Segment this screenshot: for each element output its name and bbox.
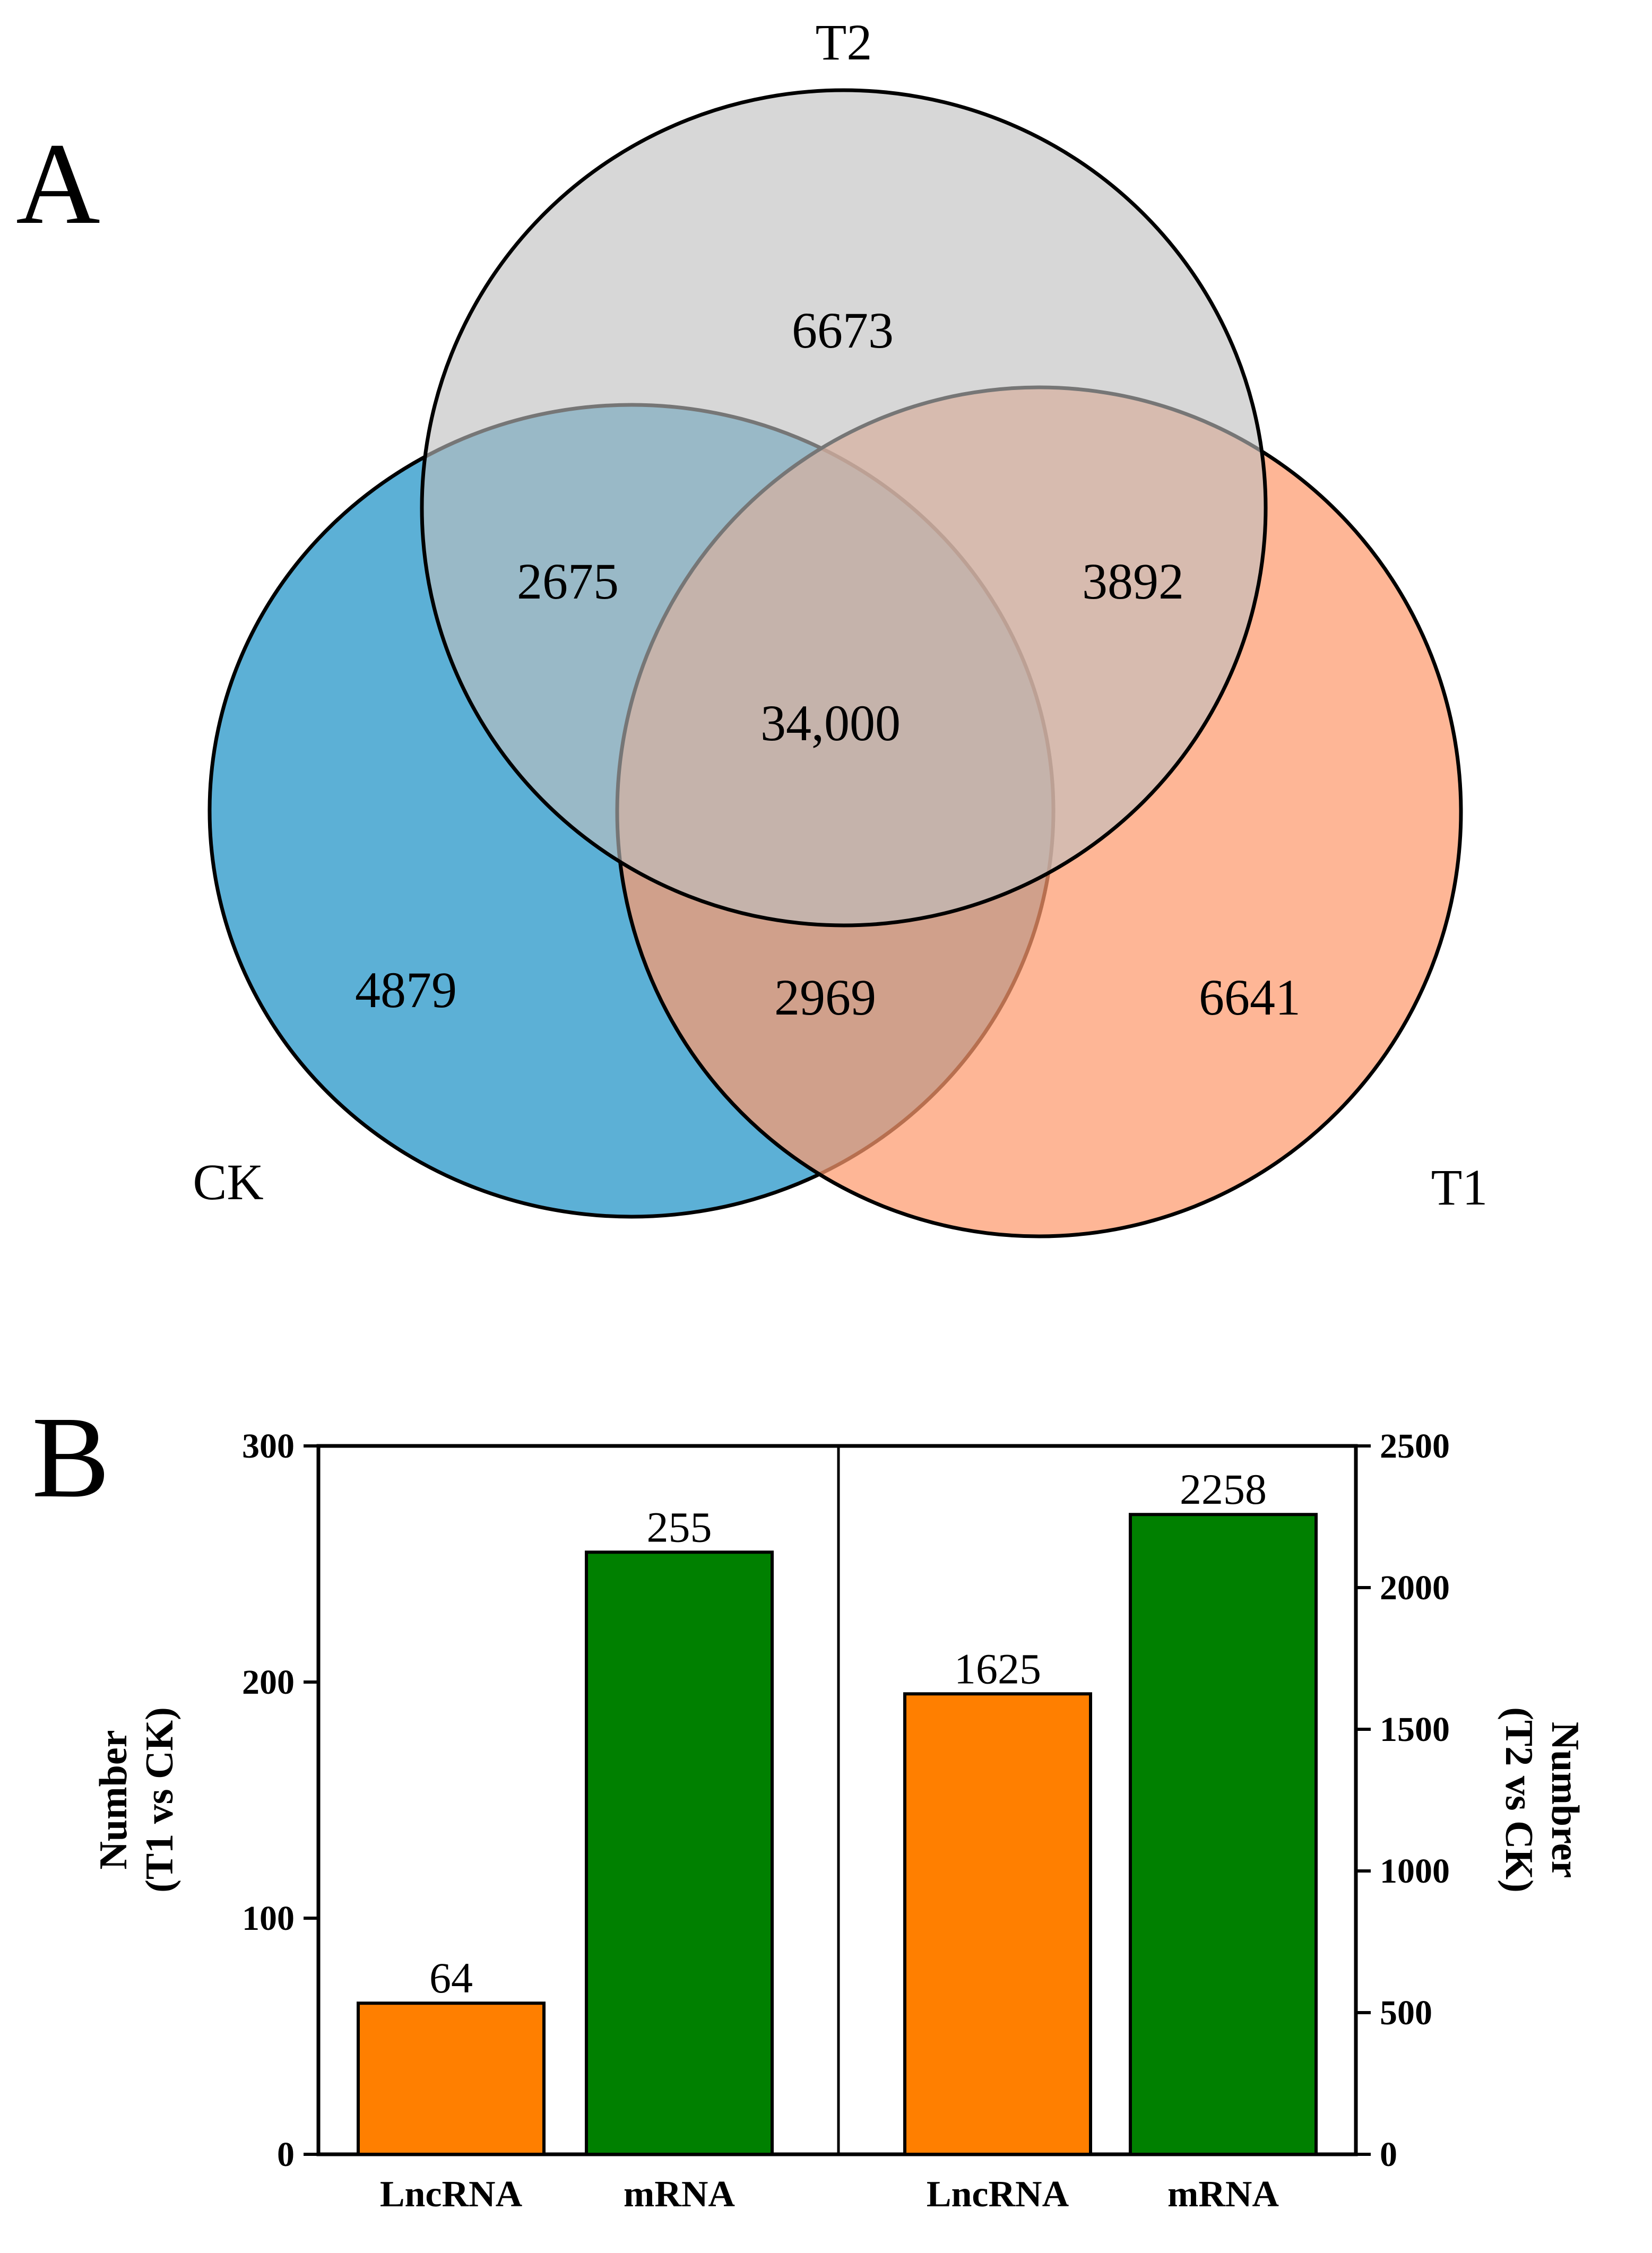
right-y-label-line1: Numbrer [1543, 1722, 1587, 1878]
data-label-lncrna-t1: 64 [429, 1954, 473, 2002]
bar-mrna-t2 [1129, 1513, 1318, 2156]
right-tick-label: 500 [1380, 1994, 1432, 2032]
right-tick-label: 2000 [1380, 1569, 1450, 1607]
bar-lncrna-t1 [357, 2001, 546, 2156]
category-label-mrna-t2: mRNA [1167, 2174, 1279, 2215]
left-tick-label: 100 [242, 1899, 295, 1938]
venn-region-ck-t2: 2675 [517, 553, 619, 610]
venn-region-t1-only: 6641 [1199, 969, 1301, 1026]
bars-layer: 64 LncRNA 255 mRNA 1625 LncRNA 2258 mRNA [357, 1465, 1318, 2215]
right-y-axis: 0 500 1000 1500 2000 2500 [1356, 1427, 1450, 2174]
venn-region-all: 34,000 [760, 695, 901, 751]
panel-b-letter: B [32, 1392, 110, 1522]
bar-mrna-t1 [585, 1550, 774, 2156]
right-tick-label: 1500 [1380, 1710, 1450, 1749]
left-tick-label: 200 [242, 1663, 295, 1702]
data-label-mrna-t1: 255 [647, 1503, 712, 1551]
left-y-axis: 0 100 200 300 [242, 1427, 318, 2174]
right-tick-label: 1000 [1380, 1852, 1450, 1891]
right-tick-label: 2500 [1380, 1427, 1450, 1466]
left-tick-label: 300 [242, 1427, 295, 1466]
panel-a-letter: A [16, 119, 100, 248]
venn-label-ck: CK [193, 1154, 263, 1210]
category-label-mrna-t1: mRNA [624, 2174, 735, 2215]
left-y-label-line1: Number [92, 1730, 135, 1869]
category-label-lncrna-t2: LncRNA [927, 2174, 1069, 2215]
venn-circle-t2 [420, 88, 1268, 928]
venn-region-t2-only: 6673 [792, 302, 894, 359]
venn-label-t1: T1 [1431, 1159, 1488, 1216]
venn-diagram [207, 88, 1463, 1238]
venn-label-t2: T2 [816, 14, 872, 71]
data-label-lncrna-t2: 1625 [954, 1644, 1041, 1693]
category-label-lncrna-t1: LncRNA [380, 2174, 523, 2215]
data-label-mrna-t2: 2258 [1180, 1465, 1267, 1513]
bar-chart: 0 100 200 300 0 500 1000 1500 2000 2500 Number (… [92, 1427, 1587, 2215]
venn-region-t1-t2: 3892 [1082, 553, 1184, 610]
venn-region-ck-t1: 2969 [774, 969, 876, 1026]
left-tick-label: 0 [277, 2135, 295, 2174]
right-tick-label: 0 [1380, 2135, 1397, 2174]
bar-lncrna-t2 [903, 1692, 1092, 2156]
right-y-label-line2: (T2 vs CK) [1497, 1707, 1541, 1892]
venn-region-ck-only: 4879 [355, 961, 457, 1018]
left-y-label-line2: (T1 vs CK) [138, 1707, 181, 1892]
